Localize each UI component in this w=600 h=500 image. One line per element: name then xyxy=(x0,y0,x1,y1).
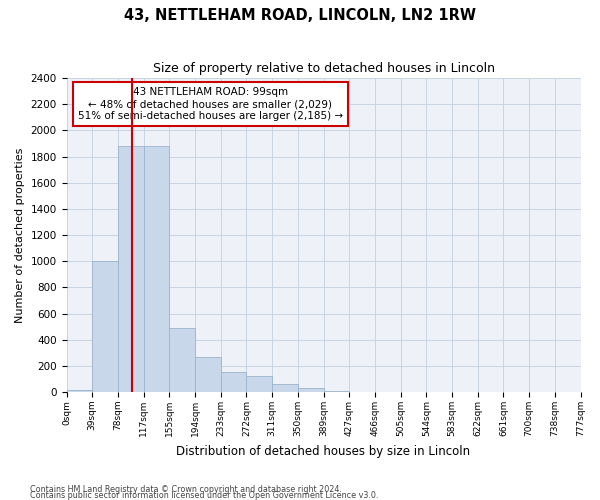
Bar xyxy=(221,372,247,392)
Bar xyxy=(118,146,143,392)
Text: Contains HM Land Registry data © Crown copyright and database right 2024.: Contains HM Land Registry data © Crown c… xyxy=(30,484,342,494)
Bar xyxy=(67,390,92,392)
Text: 43, NETTLEHAM ROAD, LINCOLN, LN2 1RW: 43, NETTLEHAM ROAD, LINCOLN, LN2 1RW xyxy=(124,8,476,22)
X-axis label: Distribution of detached houses by size in Lincoln: Distribution of detached houses by size … xyxy=(176,444,470,458)
Bar xyxy=(92,262,118,392)
Bar xyxy=(247,376,272,392)
Bar xyxy=(195,358,221,392)
Bar xyxy=(298,388,323,392)
Bar xyxy=(323,391,349,392)
Bar xyxy=(272,384,298,392)
Text: Contains public sector information licensed under the Open Government Licence v3: Contains public sector information licen… xyxy=(30,491,379,500)
Bar xyxy=(169,328,195,392)
Bar xyxy=(143,146,169,392)
Title: Size of property relative to detached houses in Lincoln: Size of property relative to detached ho… xyxy=(152,62,494,76)
Text: 43 NETTLEHAM ROAD: 99sqm
← 48% of detached houses are smaller (2,029)
51% of sem: 43 NETTLEHAM ROAD: 99sqm ← 48% of detach… xyxy=(78,88,343,120)
Y-axis label: Number of detached properties: Number of detached properties xyxy=(15,148,25,323)
